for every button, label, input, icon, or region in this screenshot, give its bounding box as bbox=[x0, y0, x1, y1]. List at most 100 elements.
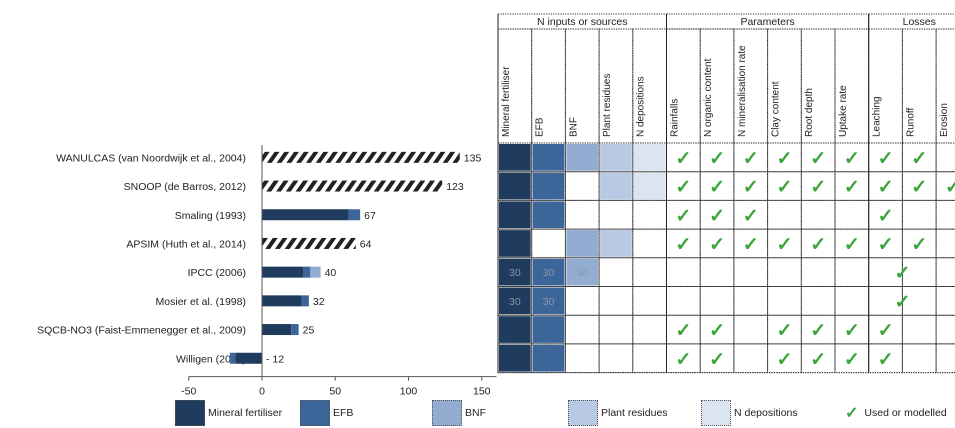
bar-value-label: 25 bbox=[303, 325, 315, 337]
column-header-label: Rainfalls bbox=[669, 99, 680, 137]
check-mark-icon: ✓ bbox=[878, 177, 894, 198]
column-header-label: EFB bbox=[535, 117, 546, 137]
category-label: Willigen (2000) bbox=[176, 353, 246, 365]
column-header-cell bbox=[699, 28, 735, 144]
column-header-label: Plant residues bbox=[602, 74, 613, 137]
input-cell-label: 30 bbox=[543, 296, 555, 308]
cell-border bbox=[800, 286, 836, 316]
input-cell bbox=[532, 230, 565, 257]
input-cell bbox=[532, 344, 565, 372]
bar-segment-mineral bbox=[262, 266, 304, 278]
column-header-cell bbox=[733, 28, 769, 144]
input-cell bbox=[499, 172, 531, 200]
cell-border bbox=[767, 286, 802, 316]
input-cell bbox=[499, 316, 531, 343]
check-mark-icon: ✓ bbox=[894, 292, 910, 313]
input-cell bbox=[532, 172, 565, 200]
category-label: APSIM (Huth et al., 2014) bbox=[126, 238, 246, 250]
legend-label-residues: Plant residues bbox=[601, 407, 668, 419]
input-cell bbox=[499, 230, 531, 257]
bar-value-label: 32 bbox=[313, 296, 325, 308]
bar-segment-efb bbox=[348, 209, 361, 221]
check-mark-icon: ✓ bbox=[675, 148, 691, 169]
legend-item-efb: EFB bbox=[300, 398, 353, 428]
legend-label-depositions: N depositions bbox=[734, 407, 798, 419]
category-label: SNOOP (de Barros, 2012) bbox=[124, 181, 246, 193]
check-mark-icon: ✓ bbox=[911, 148, 927, 169]
legend-item-depositions: N depositions bbox=[701, 398, 798, 428]
legend-swatch-mineral bbox=[175, 400, 205, 426]
input-cell-label: 30 bbox=[509, 296, 521, 308]
input-cell bbox=[600, 172, 632, 200]
bar-segment-mineral bbox=[262, 209, 349, 221]
check-mark-icon: ✓ bbox=[709, 206, 725, 227]
input-cell bbox=[532, 287, 565, 315]
input-cell bbox=[566, 201, 599, 229]
input-cell bbox=[600, 144, 632, 171]
check-mark-icon: ✓ bbox=[675, 349, 691, 370]
input-cell bbox=[532, 201, 565, 229]
input-cell bbox=[499, 344, 531, 372]
check-mark-icon: ✓ bbox=[810, 148, 826, 169]
check-mark-icon: ✓ bbox=[810, 177, 826, 198]
group-header-label: N inputs or sources bbox=[537, 16, 627, 28]
legend-swatch-bnf bbox=[432, 400, 462, 426]
input-cell bbox=[499, 258, 531, 286]
group-header-label: Losses bbox=[903, 16, 936, 28]
column-header-label: Mineral fertiliser bbox=[501, 66, 512, 137]
input-cell bbox=[566, 258, 599, 286]
cell-border bbox=[935, 343, 955, 374]
check-mark-icon: ✓ bbox=[776, 321, 792, 342]
input-cell bbox=[633, 344, 666, 372]
category-label: IPCC (2006) bbox=[188, 267, 246, 279]
cell-border bbox=[767, 199, 802, 230]
cell-border bbox=[901, 343, 937, 374]
bar-segment-mineral bbox=[235, 352, 262, 364]
column-header-label: Runoff bbox=[905, 107, 916, 137]
cell-border bbox=[935, 199, 955, 230]
bar-value-label: 64 bbox=[360, 238, 372, 250]
input-cell bbox=[566, 316, 599, 343]
cell-border bbox=[935, 228, 955, 259]
bar-segment-efb bbox=[301, 295, 309, 307]
check-mark-icon: ✓ bbox=[878, 206, 894, 227]
input-cell bbox=[633, 316, 666, 343]
cell-border bbox=[699, 257, 735, 287]
check-mark-icon: ✓ bbox=[844, 321, 860, 342]
check-mark-icon: ✓ bbox=[844, 177, 860, 198]
input-cell bbox=[566, 344, 599, 372]
input-cell bbox=[600, 287, 632, 315]
cell-border bbox=[935, 142, 955, 173]
check-mark-icon: ✓ bbox=[810, 349, 826, 370]
check-mark-icon: ✓ bbox=[776, 349, 792, 370]
check-mark-icon: ✓ bbox=[911, 234, 927, 255]
column-header-label: N organic content bbox=[703, 58, 714, 137]
input-cell bbox=[566, 230, 599, 257]
check-mark-icon: ✓ bbox=[878, 321, 894, 342]
bar-segment-efb bbox=[229, 352, 236, 364]
column-header-label: Root depth bbox=[804, 88, 815, 137]
check-mark-icon: ✓ bbox=[743, 206, 759, 227]
input-cell bbox=[499, 287, 531, 315]
model-table: N inputs or sources Parameters Losses Miner… bbox=[497, 13, 955, 374]
column-header-label: Uptake rate bbox=[838, 85, 849, 137]
cell-border bbox=[834, 199, 870, 230]
x-tick-label: 100 bbox=[400, 386, 418, 398]
cell-border bbox=[901, 314, 937, 345]
check-mark-icon: ✓ bbox=[675, 321, 691, 342]
bar-value-label: 123 bbox=[446, 181, 464, 193]
input-cell bbox=[633, 172, 666, 200]
group-header-label: Parameters bbox=[740, 16, 794, 28]
cell-border bbox=[834, 257, 870, 287]
column-header-cell bbox=[632, 28, 667, 144]
legend-item-bnf: BNF bbox=[432, 398, 486, 428]
input-cell bbox=[600, 316, 632, 343]
input-cell bbox=[600, 201, 632, 229]
bar-segment-hatched bbox=[262, 237, 356, 249]
legend-swatch-efb bbox=[300, 400, 330, 426]
bar-segment-efb bbox=[291, 324, 299, 336]
check-mark-icon: ✓ bbox=[894, 263, 910, 284]
cell-border bbox=[935, 314, 955, 345]
check-mark-icon: ✓ bbox=[709, 148, 725, 169]
